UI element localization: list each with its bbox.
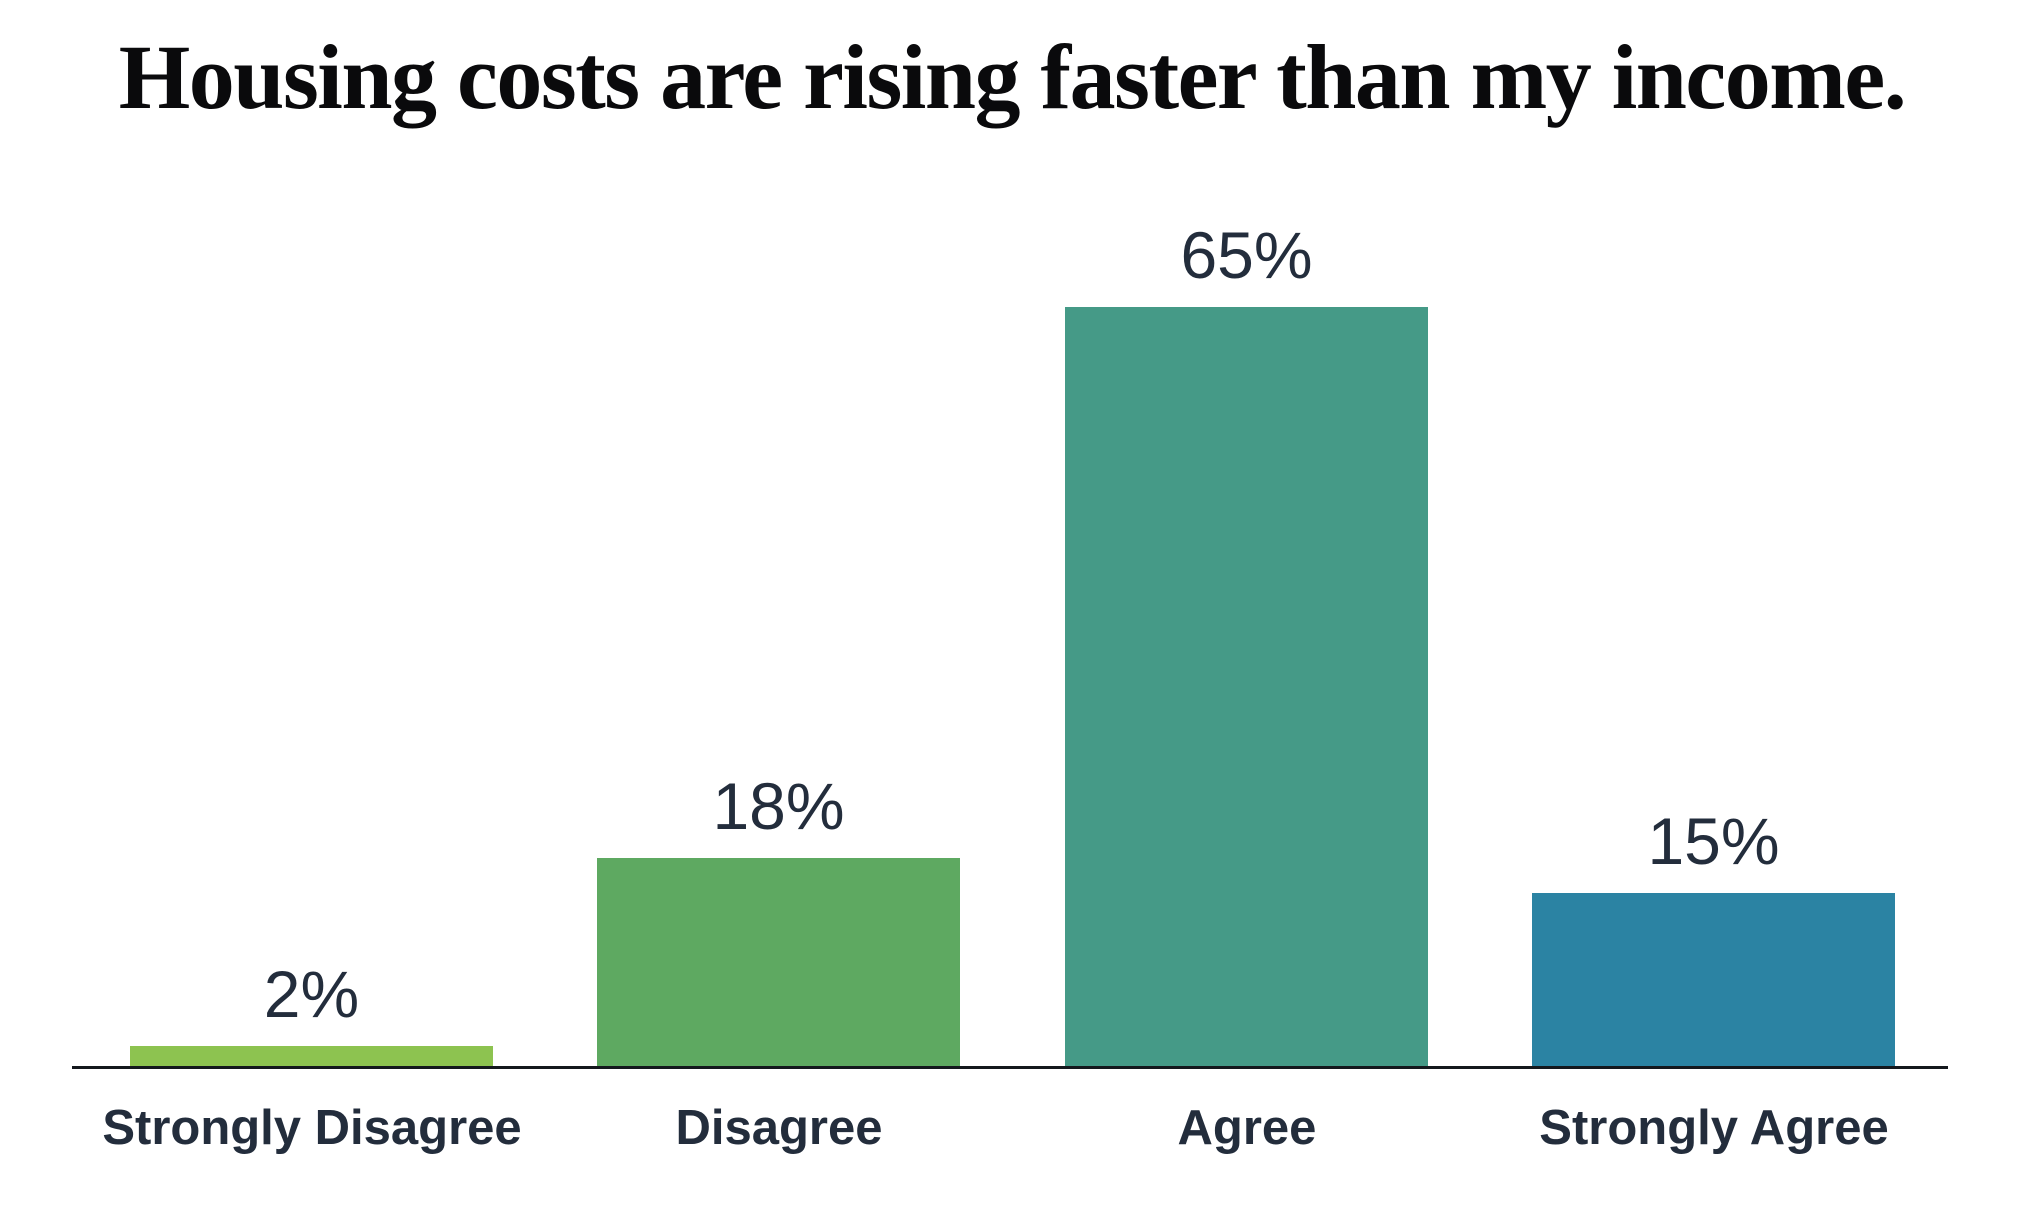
category-label: Agree xyxy=(1177,1101,1317,1155)
bar-value-label: 2% xyxy=(263,957,360,1031)
bar-group: 18% xyxy=(597,773,960,1069)
bar xyxy=(1065,307,1428,1069)
category-label: Strongly Disagree xyxy=(102,1101,522,1155)
bar-group: 65% xyxy=(1065,222,1428,1069)
bar xyxy=(130,1046,493,1069)
bar xyxy=(1532,893,1895,1069)
x-axis-line xyxy=(72,1066,1948,1069)
bar-value-label: 15% xyxy=(1647,804,1780,878)
chart-title: Housing costs are rising faster than my … xyxy=(118,26,1907,128)
category-label: Disagree xyxy=(675,1101,883,1155)
bar-group: 2% xyxy=(130,961,493,1069)
category-label: Strongly Agree xyxy=(1539,1101,1889,1155)
bar xyxy=(597,858,960,1069)
bar-value-label: 18% xyxy=(712,769,845,843)
bar-group: 15% xyxy=(1532,808,1895,1069)
bar-value-label: 65% xyxy=(1180,218,1313,292)
